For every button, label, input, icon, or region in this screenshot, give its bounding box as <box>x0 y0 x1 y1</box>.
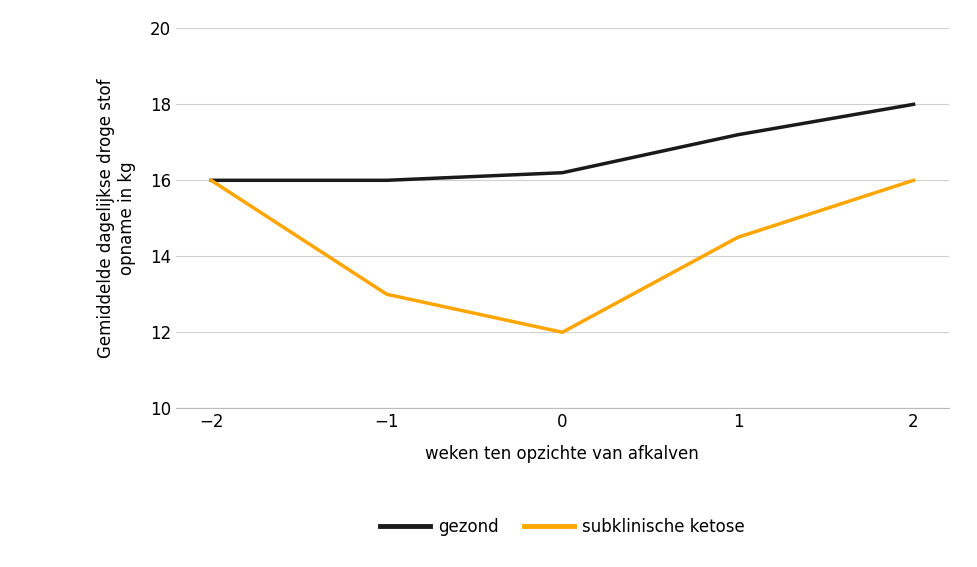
subklinische ketose <box>732 234 743 241</box>
gezond <box>205 177 217 184</box>
X-axis label: weken ten opzichte van afkalven: weken ten opzichte van afkalven <box>425 445 699 463</box>
subklinische ketose <box>205 177 217 184</box>
Line: gezond: gezond <box>211 104 913 180</box>
gezond <box>732 132 743 138</box>
Legend: gezond, subklinische ketose: gezond, subklinische ketose <box>373 511 750 543</box>
Line: subklinische ketose: subklinische ketose <box>211 180 913 332</box>
subklinische ketose <box>380 291 392 298</box>
Y-axis label: Gemiddelde dagelijkse droge stof
opname in kg: Gemiddelde dagelijkse droge stof opname … <box>97 79 136 358</box>
gezond <box>380 177 392 184</box>
gezond <box>556 170 568 176</box>
gezond <box>907 101 918 108</box>
subklinische ketose <box>907 177 918 184</box>
subklinische ketose <box>556 329 568 336</box>
